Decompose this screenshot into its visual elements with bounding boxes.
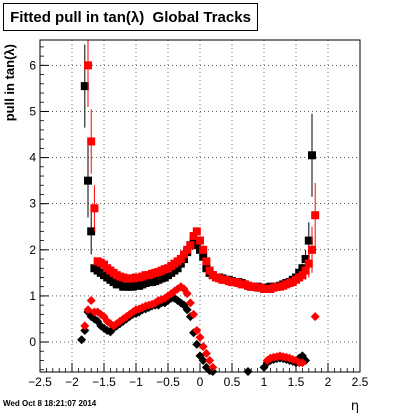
data-point — [180, 250, 188, 259]
data-point — [186, 241, 195, 250]
data-point — [202, 257, 211, 266]
data-point — [201, 349, 211, 359]
data-point — [90, 204, 99, 213]
data-point — [173, 264, 182, 273]
data-point — [189, 236, 198, 245]
x-tick-label: 2 — [325, 375, 332, 389]
data-point — [189, 309, 199, 319]
x-tick-label: −1 — [129, 375, 143, 389]
x-tick-label: 0.5 — [224, 375, 241, 389]
y-tick-label: 5 — [29, 104, 36, 118]
data-point — [199, 252, 208, 261]
data-point — [198, 342, 208, 352]
data-point — [298, 271, 307, 280]
data-point — [301, 266, 310, 275]
chart-title: Fitted pull in tan(λ) Global Tracks — [3, 3, 258, 31]
x-tick-label: −2 — [65, 375, 79, 389]
x-tick-label: −0.5 — [156, 375, 180, 389]
x-axis-label: η — [351, 399, 359, 414]
data-point — [199, 245, 208, 254]
data-point — [308, 151, 316, 160]
data-point — [310, 312, 320, 322]
data-point — [185, 298, 195, 308]
data-point — [87, 137, 96, 146]
data-point — [192, 241, 201, 250]
x-tick-label: 2.5 — [352, 375, 369, 389]
y-tick-label: 2 — [29, 243, 36, 257]
y-tick-label: 1 — [29, 289, 36, 303]
series-0 — [80, 44, 316, 292]
x-tick-label: 0 — [197, 375, 204, 389]
data-point — [304, 259, 313, 268]
data-point — [205, 355, 215, 365]
data-point — [183, 245, 192, 254]
series-layer — [77, 40, 320, 377]
data-point — [192, 326, 202, 335]
data-point — [304, 236, 313, 245]
data-point — [77, 335, 87, 345]
data-point — [196, 236, 204, 245]
data-point — [205, 266, 214, 275]
data-point — [80, 321, 90, 331]
data-point — [308, 245, 316, 254]
data-point — [84, 176, 92, 185]
data-point — [84, 61, 92, 70]
data-point — [189, 231, 198, 240]
y-tick-label: 3 — [29, 197, 36, 211]
data-point — [198, 355, 208, 365]
series-3 — [80, 282, 320, 372]
y-tick-label: 6 — [29, 58, 36, 72]
data-point — [311, 211, 320, 220]
data-point — [192, 227, 201, 236]
x-tick-label: 1 — [261, 375, 268, 389]
y-tick-label: 4 — [29, 151, 36, 165]
axis-ticks: −2.5 −2 −1.5 −1 −0.5 0 0.5 1 1.5 2 2.5 0 1 2 3 4 5 6 — [28, 46, 369, 389]
data-point — [86, 296, 96, 306]
x-tick-label: −2.5 — [28, 375, 52, 389]
series-1 — [84, 40, 320, 293]
series-2 — [77, 293, 311, 377]
x-tick-label: 1.5 — [288, 375, 305, 389]
y-tick-label: 0 — [29, 335, 36, 349]
timestamp: Wed Oct 8 18:21:07 2014 — [3, 399, 97, 408]
data-point — [80, 326, 90, 335]
data-point — [87, 227, 96, 236]
data-point — [195, 332, 205, 342]
data-point — [182, 289, 192, 299]
data-point — [297, 358, 307, 368]
data-point — [176, 255, 185, 264]
y-axis-label: pull in tan(λ) — [2, 44, 17, 121]
x-tick-label: −1.5 — [92, 375, 116, 389]
data-point — [182, 305, 192, 315]
data-point — [301, 255, 310, 264]
data-point — [80, 82, 89, 91]
data-point — [208, 362, 218, 372]
